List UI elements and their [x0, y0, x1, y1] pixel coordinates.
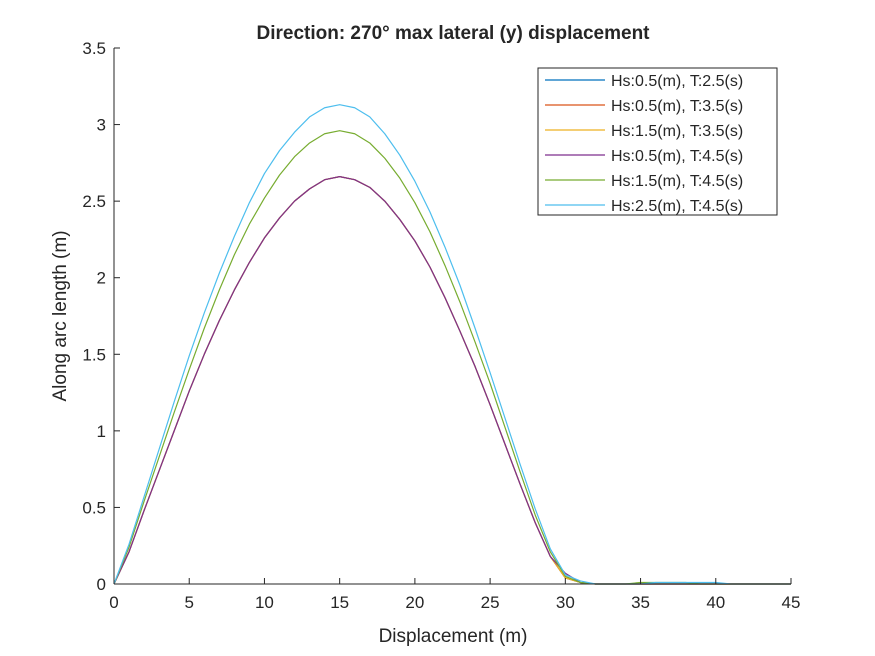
x-tick-label: 40 [706, 593, 725, 612]
chart-title: Direction: 270° max lateral (y) displace… [256, 23, 650, 44]
y-tick-label: 2.5 [82, 192, 106, 211]
y-axis-label: Along arc length (m) [50, 230, 71, 401]
x-axis-label: Displacement (m) [379, 626, 528, 647]
x-tick-label: 15 [330, 593, 349, 612]
y-tick-label: 3 [97, 116, 106, 135]
legend-items: Hs:0.5(m), T:2.5(s) Hs:0.5(m), T:3.5(s) Hs… [545, 73, 743, 215]
legend-entry-label: Hs:0.5(m), T:4.5(s) [611, 148, 743, 165]
y-tick-label: 0.5 [82, 498, 106, 517]
legend[interactable]: Hs:0.5(m), T:2.5(s) Hs:0.5(m), T:3.5(s) Hs… [537, 67, 778, 216]
series-line-6 [113, 104, 791, 585]
x-ticks: 0 5 10 15 20 25 30 35 40 45 [109, 578, 800, 612]
x-tick-label: 25 [481, 593, 500, 612]
x-tick-label: 20 [405, 593, 424, 612]
y-ticks: 0 0.5 1 1.5 2 2.5 3 3.5 [82, 39, 120, 594]
x-tick-label: 5 [184, 593, 193, 612]
legend-entry-label: Hs:0.5(m), T:3.5(s) [611, 98, 743, 115]
y-tick-label: 1.5 [82, 345, 106, 364]
x-tick-label: 0 [109, 593, 118, 612]
y-tick-label: 1 [97, 422, 106, 441]
x-tick-label: 45 [782, 593, 801, 612]
legend-box [537, 67, 778, 216]
x-tick-label: 30 [556, 593, 575, 612]
x-tick-label: 35 [631, 593, 650, 612]
legend-entry-label: Hs:2.5(m), T:4.5(s) [611, 198, 743, 215]
y-tick-label: 3.5 [82, 39, 106, 58]
axes-layer [113, 48, 791, 585]
y-tick-label: 2 [97, 269, 106, 288]
legend-entry-label: Hs:1.5(m), T:3.5(s) [611, 123, 743, 140]
y-tick-label: 0 [97, 575, 106, 594]
x-tick-label: 10 [255, 593, 274, 612]
legend-entry-label: Hs:1.5(m), T:4.5(s) [611, 173, 743, 190]
legend-entry-label: Hs:0.5(m), T:2.5(s) [611, 73, 743, 90]
